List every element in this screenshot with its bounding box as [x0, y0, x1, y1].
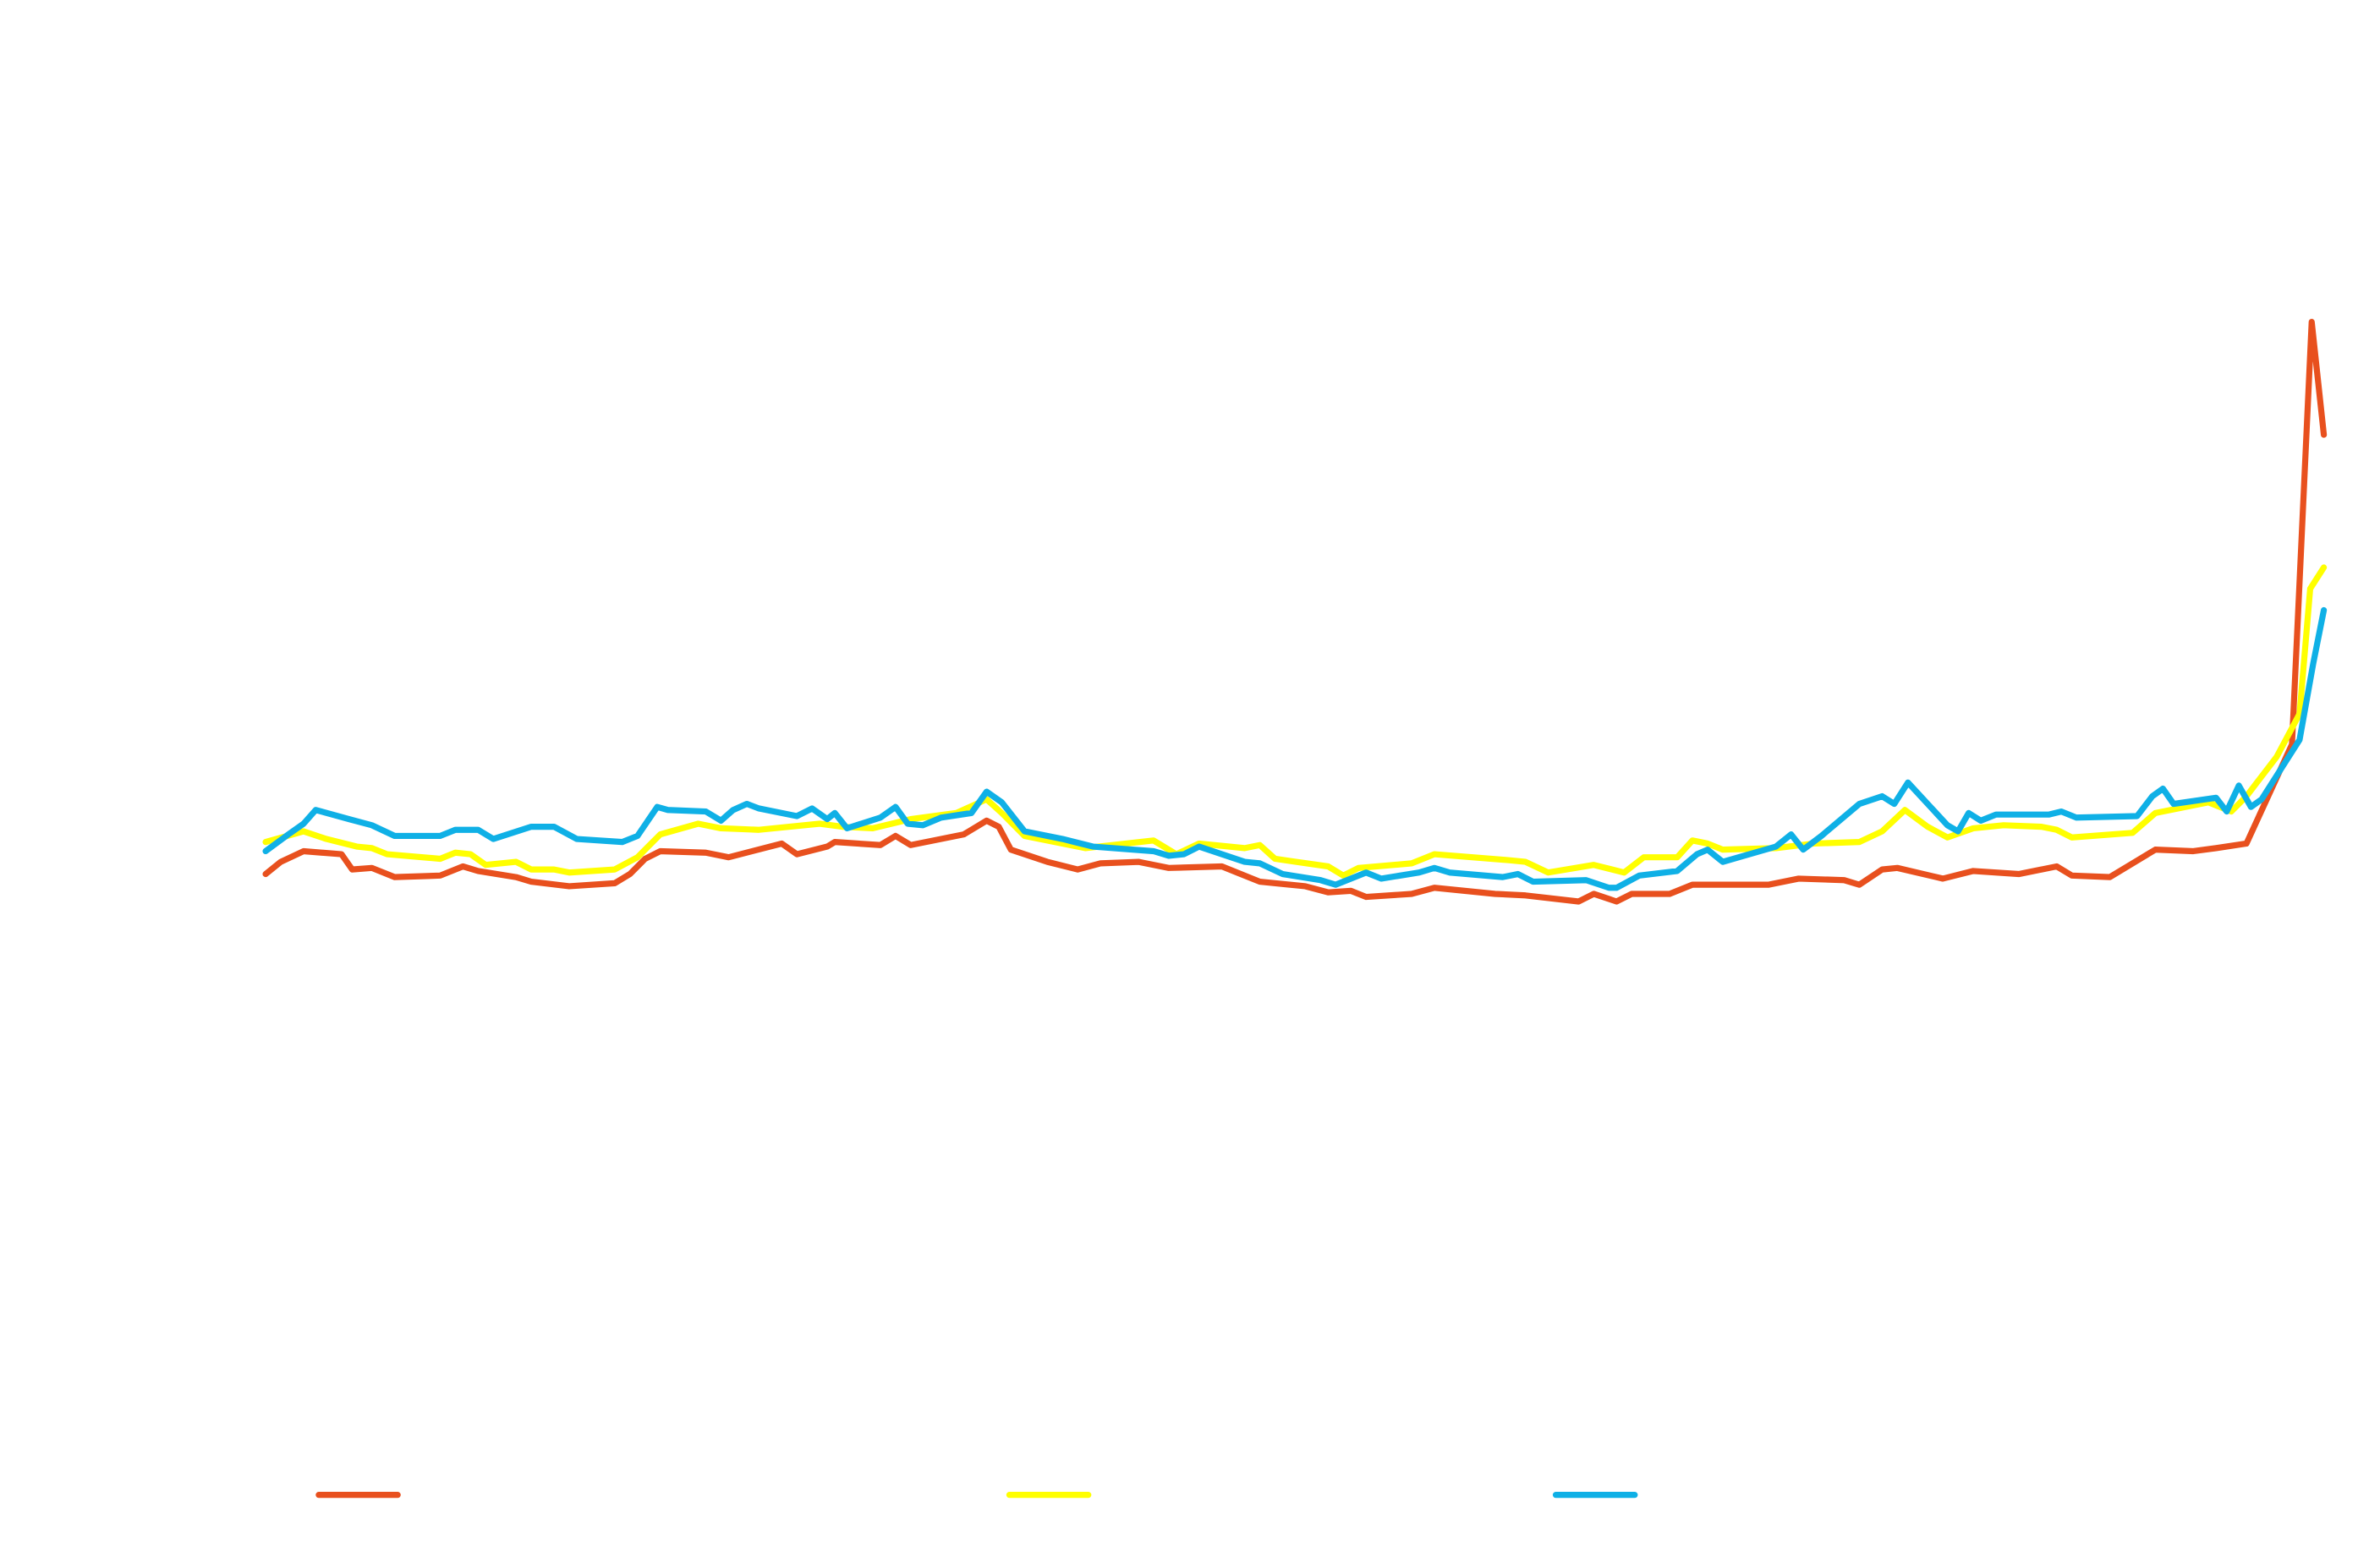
series-line — [262, 564, 2328, 879]
series-line — [262, 606, 2328, 891]
series-line — [262, 318, 2328, 905]
